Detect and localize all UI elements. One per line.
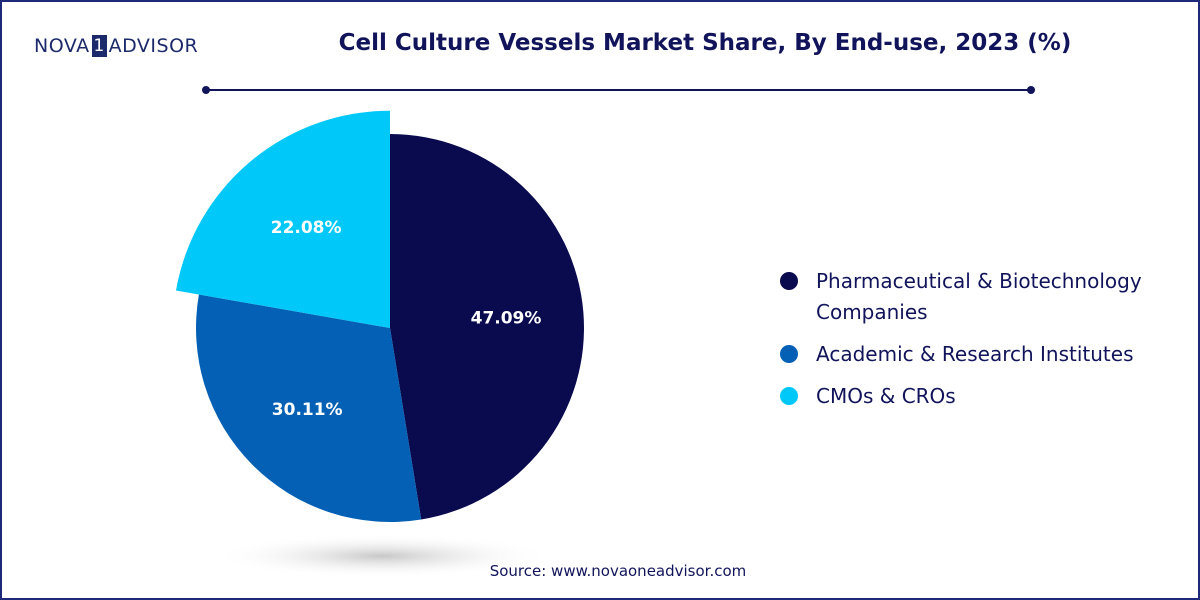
source-note: Source: www.novaoneadvisor.com <box>489 562 747 580</box>
legend-item-3: CMOs & CROs <box>780 381 1190 412</box>
brand-text-nova: NOVA <box>34 35 90 57</box>
legend-marker-2 <box>780 345 798 363</box>
legend-label-3: CMOs & CROs <box>816 384 956 408</box>
legend-item-1: Pharmaceutical & Biotechnology Companies <box>780 266 1190 328</box>
legend-marker-1 <box>780 272 798 290</box>
brand-text-one: 1 <box>91 35 107 57</box>
legend-label-1: Pharmaceutical & Biotechnology Companies <box>816 269 1142 324</box>
title-underline-right-dot <box>1027 86 1035 94</box>
brand-logo: NOVA 1 ADVISOR <box>34 33 198 59</box>
title-underline-left-dot <box>202 86 210 94</box>
pie-slice-1 <box>390 134 585 520</box>
pie-slice-label-1: 47.09% <box>471 309 542 329</box>
pie-slice-label-2: 30.11% <box>272 400 343 420</box>
pie-shadow <box>212 534 552 578</box>
legend-label-2: Academic & Research Institutes <box>816 342 1134 366</box>
pie-slice-label-3: 22.08% <box>271 218 342 238</box>
pie-slice-3 <box>175 110 390 328</box>
legend-item-2: Academic & Research Institutes <box>780 339 1190 370</box>
title-underline <box>206 89 1032 91</box>
pie-slice-2 <box>195 294 422 522</box>
legend: Pharmaceutical & Biotechnology Companies A… <box>780 266 1190 423</box>
legend-marker-3 <box>780 387 798 405</box>
chart-title: Cell Culture Vessels Market Share, By En… <box>338 30 1072 56</box>
brand-text-advisor: ADVISOR <box>108 35 199 57</box>
